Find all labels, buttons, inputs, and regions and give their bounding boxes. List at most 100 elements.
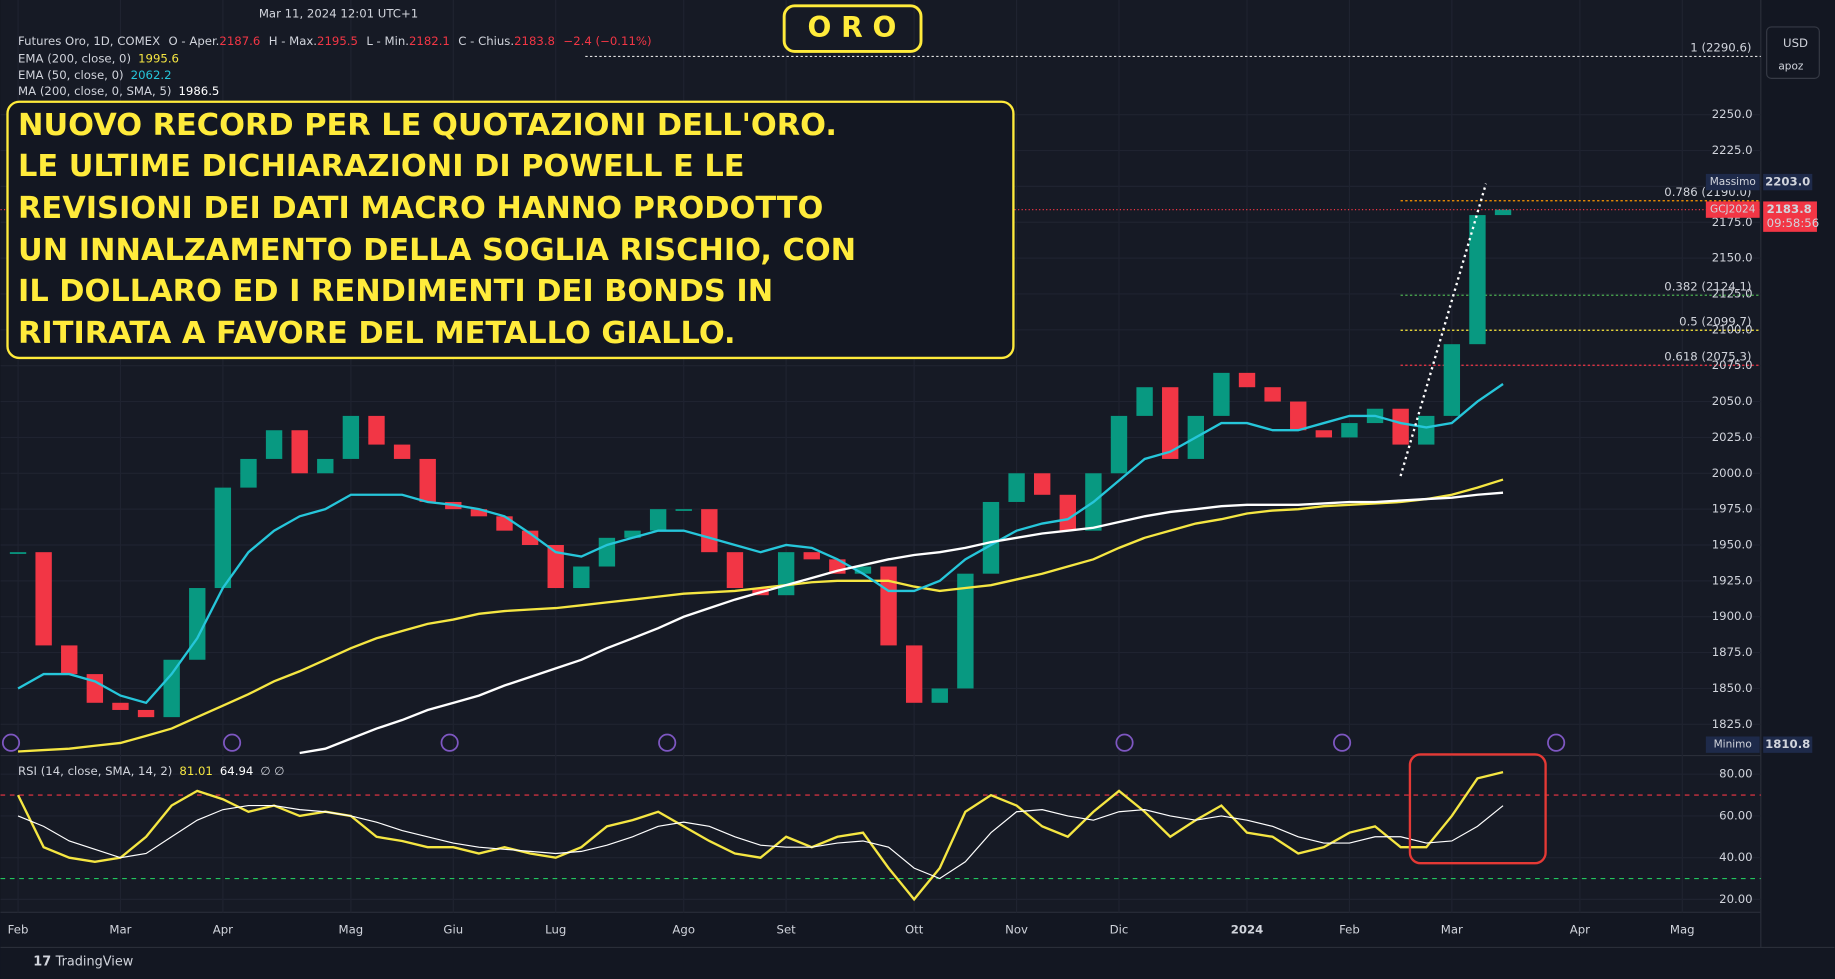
indicator-line [17,383,1504,705]
event-markers [1,733,1566,752]
event-marker[interactable] [658,733,677,752]
event-marker[interactable] [440,733,459,752]
y-tick-label: 1975.0 [1712,502,1753,516]
y-tick-label: 2025.0 [1712,430,1753,444]
indicator-legend: EMA (200, close, 0) 1995.6 [18,51,179,65]
indicator-legend: MA (200, close, 0, SMA, 5) 1986.5 [18,84,219,98]
x-tick-label: Ago [672,922,695,936]
x-tick-label: Mag [1670,922,1695,936]
candle [931,688,948,703]
event-marker[interactable] [1333,733,1352,752]
high: 2195.5 [317,33,358,47]
candle [35,552,52,646]
candle [1008,473,1025,502]
candle [1033,473,1051,495]
y-tick-label: 2100.0 [1712,322,1753,336]
candle [189,588,206,660]
candle [982,501,1000,574]
candle [1136,387,1153,416]
candle [1059,494,1076,531]
candle [1392,408,1409,445]
y-tick-label: 1850.0 [1712,681,1753,695]
candle [214,487,232,589]
candle [880,566,897,646]
candle [1264,387,1281,402]
y-tick-label: 40.00 [1719,850,1752,864]
candle [137,709,155,718]
y-tick-label: 1950.0 [1712,537,1753,551]
min-value-box [1763,736,1813,753]
candle [905,645,923,703]
event-marker[interactable] [1115,733,1134,752]
rsi-extra: ∅ ∅ [260,763,284,777]
max-value: 2203.0 [1765,175,1810,189]
y-tick-label: 2250.0 [1712,107,1753,121]
candle [1341,423,1358,438]
indicator-name: EMA (200, close, 0) [18,51,131,65]
x-tick-label: Set [777,922,797,936]
event-marker[interactable] [1547,733,1566,752]
high-label: H - Max. [269,33,317,47]
y-tick-label: 1825.0 [1712,717,1753,731]
currency-button[interactable] [1766,26,1820,79]
indicator-value: 1995.6 [138,51,179,65]
y-tick-label: 2175.0 [1712,215,1753,229]
min-value: 1810.8 [1765,737,1810,751]
y-tick-label: 2050.0 [1712,394,1753,408]
max-label-box [1705,173,1760,191]
marks [0,55,1761,902]
y-tick-label: 20.00 [1719,892,1752,906]
fib-label: 0.5 (2099.7) [1679,315,1751,329]
candle [598,537,616,567]
candle [470,509,488,517]
max-label: Massimo [1710,176,1756,188]
countdown: 09:58:56 [1767,216,1820,230]
ohlc-legend: Futures Oro, 1D, COMEX O - Aper.2187.6 H… [18,33,652,47]
candle [624,530,641,538]
rsi-value: 81.01 [179,763,212,777]
fib-label: 0.618 (2075.3) [1664,350,1751,364]
candle [393,444,411,459]
rsi-legend: RSI (14, close, SMA, 14, 2) 81.01 64.94 ∅ ∅ [18,763,284,777]
candle [1418,415,1435,445]
low-label: L - Min. [366,33,409,47]
candle [957,573,974,689]
x-tick-label: Nov [1005,922,1028,936]
brand-name: TradingView [55,954,134,969]
annotation: NUOVO RECORD PER LE QUOTAZIONI DELL'ORO.… [6,100,1015,360]
y-tick-label: 2000.0 [1712,466,1753,480]
candle [112,702,129,710]
annotation-line: IL DOLLARO ED I RENDIMENTI DEI BONDS IN [18,274,773,309]
candle [1290,401,1307,431]
x-tick-label: Ott [905,922,924,936]
candle [163,659,180,718]
change: −2.4 (−0.11%) [563,33,651,47]
title-box [782,4,923,53]
annotation-line: UN INNALZAMENTO DELLA SOGLIA RISCHIO, CO… [18,233,856,268]
candle [317,458,334,474]
indicator-line [16,770,1504,902]
candle [1443,344,1461,416]
user[interactable]: apoz [1778,61,1804,73]
candle [726,552,744,589]
currency[interactable]: USD [1783,36,1808,50]
y-tick-label: 2075.0 [1712,358,1753,372]
event-marker[interactable] [1,733,21,752]
event-marker[interactable] [223,733,242,752]
candle [1110,415,1128,474]
brand-logo: 17 [33,954,55,969]
candle [521,530,539,545]
indicator-value: 2062.2 [131,67,172,81]
candle [649,509,667,531]
fib-label: 1 (2290.6) [1690,41,1751,55]
y-tick-label: 2125.0 [1712,286,1753,300]
close: 2183.8 [514,33,555,47]
candle [240,458,257,488]
annotation-line: NUOVO RECORD PER LE QUOTAZIONI DELL'ORO. [18,108,837,143]
rsi-title: RSI (14, close, SMA, 14, 2) [18,763,172,777]
annotation-box [6,100,1015,360]
max-value-box [1763,173,1813,191]
rsi-highlight [1408,753,1547,865]
last-value-box [1763,201,1817,232]
title: O R O [808,11,897,44]
